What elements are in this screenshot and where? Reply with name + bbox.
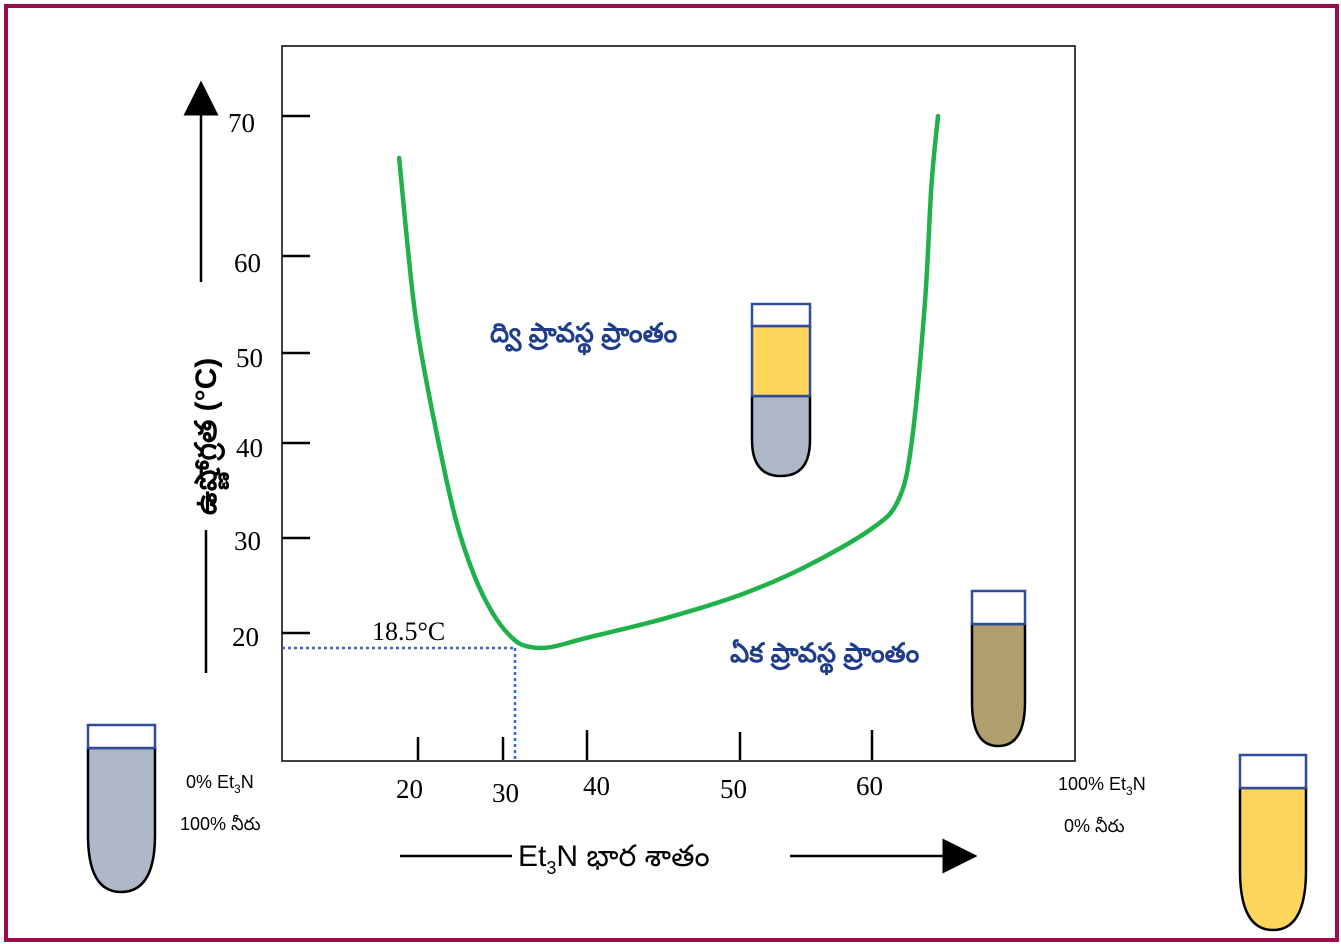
diagram-frame bbox=[4, 4, 1339, 942]
left-end-line1: 0% Et3N bbox=[186, 772, 254, 796]
coexistence-curve bbox=[396, 113, 941, 651]
y-tick-70: 70 bbox=[228, 108, 255, 138]
critical-temp-label: 18.5°C bbox=[372, 617, 445, 646]
water-tube-icon bbox=[86, 723, 157, 894]
y-tick-40: 40 bbox=[236, 433, 263, 463]
x-tick-20: 20 bbox=[396, 774, 423, 804]
x-axis-label: Et3N భార శాతం bbox=[518, 840, 710, 878]
y-tick-labels: 20 30 40 50 60 70 bbox=[228, 108, 263, 652]
x-tick-labels: 20 30 40 50 60 bbox=[396, 771, 883, 808]
x-tick-marks bbox=[416, 730, 874, 760]
right-end-line2: 0% నీరు bbox=[1064, 816, 1125, 836]
y-axis-label: ఉష్ణోగ్రత (°C) bbox=[190, 358, 230, 515]
one-phase-tube-icon bbox=[970, 589, 1027, 748]
x-tick-30: 30 bbox=[492, 778, 519, 808]
y-tick-20: 20 bbox=[232, 622, 259, 652]
amine-tube-icon bbox=[1238, 753, 1308, 932]
right-end-line1: 100% Et3N bbox=[1058, 774, 1146, 798]
y-tick-30: 30 bbox=[234, 526, 261, 556]
y-tick-marks bbox=[282, 114, 310, 635]
x-tick-60: 60 bbox=[856, 771, 883, 801]
x-tick-40: 40 bbox=[583, 771, 610, 801]
two-phase-tube-icon bbox=[750, 302, 812, 478]
left-end-line2: 100% నీరు bbox=[180, 814, 261, 834]
y-tick-50: 50 bbox=[236, 343, 263, 373]
x-tick-50: 50 bbox=[720, 774, 747, 804]
y-tick-60: 60 bbox=[234, 248, 261, 278]
two-phase-label: ద్వి ప్రావస్థ ప్రాంతం bbox=[490, 318, 678, 356]
one-phase-label: ఏక ప్రావస్థ ప్రాంతం bbox=[730, 638, 920, 676]
plot-area bbox=[281, 45, 1076, 762]
